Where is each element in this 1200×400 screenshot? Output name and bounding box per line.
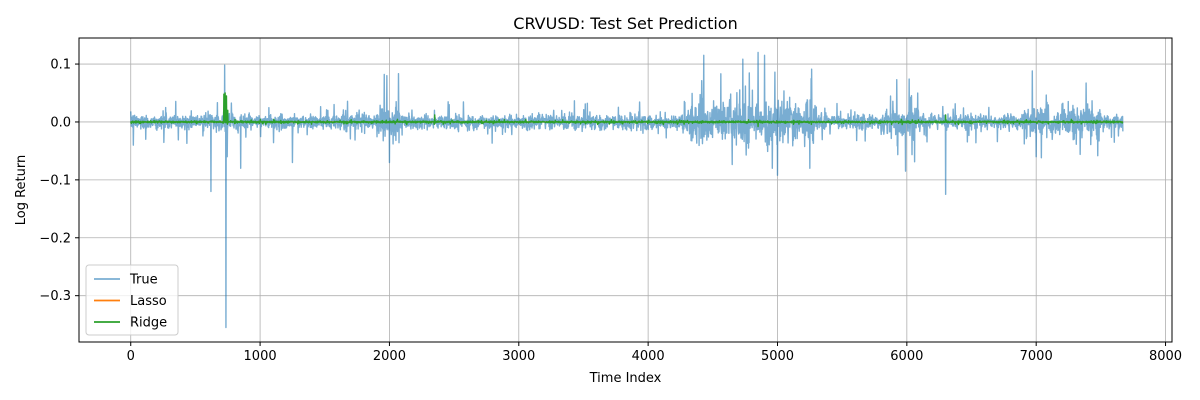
x-tick-label: 0 [127, 349, 135, 364]
chart-title: CRVUSD: Test Set Prediction [513, 14, 737, 33]
x-tick-label: 8000 [1149, 349, 1182, 364]
x-tick-label: 4000 [632, 349, 665, 364]
legend-label-true: True [129, 273, 158, 288]
x-tick-label: 1000 [244, 349, 277, 364]
x-tick-label: 5000 [761, 349, 794, 364]
x-tick-label: 2000 [373, 349, 406, 364]
legend-label-ridge: Ridge [130, 316, 167, 331]
y-tick-label: −0.3 [39, 289, 71, 304]
x-tick-label: 6000 [890, 349, 923, 364]
y-tick-label: 0.1 [50, 58, 71, 73]
y-tick-label: 0.0 [50, 115, 71, 130]
x-tick-label: 7000 [1020, 349, 1053, 364]
grid [79, 38, 1172, 342]
legend-box [85, 264, 179, 336]
y-tick-label: −0.2 [39, 231, 71, 246]
legend-label-lasso: Lasso [130, 294, 167, 309]
axes-frame [78, 37, 1173, 343]
series-line-true [130, 51, 1124, 329]
series-line-ridge [130, 92, 1124, 128]
y-tick-label: −0.1 [39, 173, 71, 188]
x-axis-label: Time Index [589, 371, 662, 386]
x-axis-ticks: 0 1000 2000 3000 4000 5000 6000 7000 8000 [127, 342, 1182, 364]
x-tick-label: 3000 [502, 349, 535, 364]
y-axis-label: Log Return [14, 155, 29, 226]
y-axis-ticks: 0.1 0.0 −0.1 −0.2 −0.3 [39, 58, 79, 304]
legend: True Lasso Ridge [85, 264, 179, 336]
plot-series [130, 51, 1124, 329]
